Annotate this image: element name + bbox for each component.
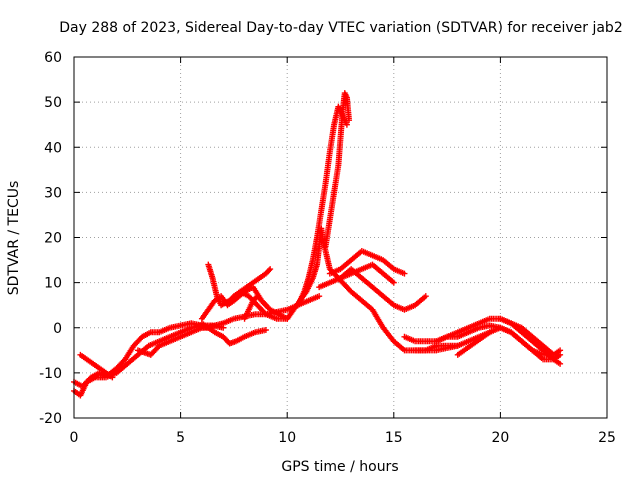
data-point <box>266 267 273 274</box>
y-tick-label: -10 <box>39 366 62 382</box>
data-point <box>486 329 493 336</box>
data-point <box>262 302 269 309</box>
y-tick-label: 30 <box>44 185 62 201</box>
chart-title: Day 288 of 2023, Sidereal Day-to-day VTE… <box>59 20 622 36</box>
series-track-16 <box>337 261 397 286</box>
data-point <box>262 327 269 334</box>
y-tick-label: 60 <box>44 50 62 66</box>
x-axis-label: GPS time / hours <box>281 459 398 475</box>
series-track-3 <box>77 351 116 381</box>
data-point <box>261 301 268 308</box>
y-tick-label: 40 <box>44 140 62 156</box>
x-tick-label: 15 <box>385 430 403 446</box>
x-tick-label: 0 <box>70 430 79 446</box>
series-track-9 <box>230 266 274 304</box>
data-point <box>422 293 429 300</box>
series-track-6 <box>198 320 269 347</box>
data-point <box>267 266 274 273</box>
y-tick-label: 10 <box>44 276 62 292</box>
y-tick-label: 20 <box>44 231 62 247</box>
y-tick-label: 0 <box>53 321 62 337</box>
series-track-14 <box>316 266 429 313</box>
data-point <box>401 270 408 277</box>
data-point <box>390 279 397 286</box>
series-track-4 <box>134 322 216 358</box>
x-tick-label: 5 <box>176 430 185 446</box>
series-track-20 <box>454 329 493 358</box>
data-point <box>557 351 564 358</box>
data-point <box>109 374 116 381</box>
y-tick-label: 50 <box>44 95 62 111</box>
y-axis-label: SDTVAR / TECUs <box>6 181 22 296</box>
data-point <box>316 293 323 300</box>
y-tick-label: -20 <box>39 411 62 427</box>
series-track-10 <box>241 293 269 322</box>
data-point <box>346 117 353 124</box>
data-point <box>557 360 564 367</box>
x-tick-label: 10 <box>278 430 296 446</box>
x-tick-label: 20 <box>491 430 509 446</box>
series-track-21 <box>497 315 564 367</box>
series-track-13 <box>322 90 353 250</box>
data-series <box>71 90 564 399</box>
axis-ticks: 0 5 10 15 20 25 -20 -10 0 10 20 30 40 50 60 <box>39 50 616 446</box>
series-track-15 <box>326 248 408 277</box>
series-track-12 <box>294 103 350 309</box>
data-point <box>343 121 350 128</box>
x-tick-label: 25 <box>598 430 616 446</box>
